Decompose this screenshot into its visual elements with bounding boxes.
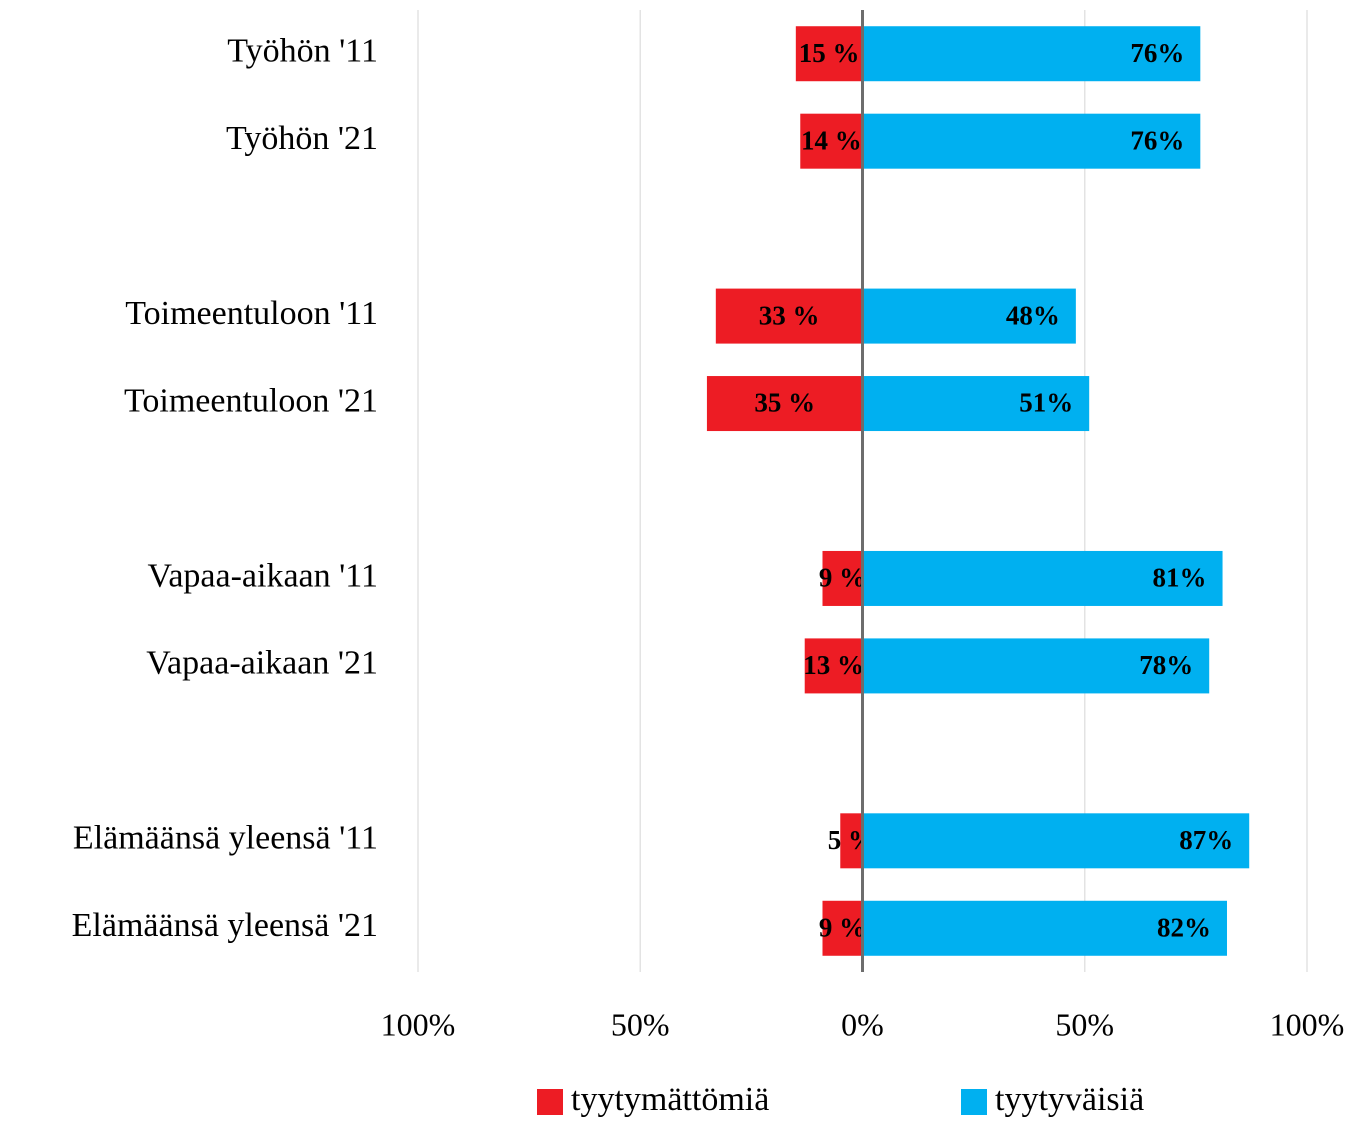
legend-label: tyytyväisiä (995, 1081, 1144, 1118)
category-label: Toimeentuloon '21 (124, 382, 378, 419)
category-label: Elämäänsä yleensä '21 (72, 907, 378, 944)
value-label: 15 % (799, 38, 860, 68)
value-label: 76% (1130, 125, 1184, 155)
bar (715, 288, 863, 344)
value-label: 9 % (819, 563, 866, 593)
x-tick-label: 0% (841, 1006, 884, 1042)
bar (822, 550, 863, 606)
value-label: 9 % (819, 912, 866, 942)
x-tick-label: 100% (1270, 1006, 1345, 1042)
bar (862, 376, 1090, 432)
bar (862, 288, 1076, 344)
value-label: 14 % (801, 125, 862, 155)
bar (862, 638, 1210, 694)
category-label: Työhön '11 (227, 33, 378, 70)
bar (862, 26, 1201, 82)
category-label: Työhön '21 (226, 120, 378, 157)
category-label: Vapaa-aikaan '11 (148, 557, 378, 594)
category-label: Toimeentuloon '11 (125, 295, 378, 332)
value-label: 76% (1130, 38, 1184, 68)
bar (822, 900, 863, 956)
x-tick-label: 50% (611, 1006, 670, 1042)
legend-swatch (537, 1089, 563, 1115)
legend-label: tyytymättömiä (571, 1081, 769, 1118)
value-label: 81% (1153, 563, 1207, 593)
value-label: 87% (1179, 825, 1233, 855)
value-label: 35 % (754, 388, 815, 418)
category-label: Elämäänsä yleensä '11 (73, 820, 378, 857)
legend-swatch (961, 1089, 987, 1115)
bar (795, 26, 863, 82)
bar (862, 813, 1250, 869)
x-tick-label: 100% (381, 1006, 456, 1042)
bar (706, 376, 863, 432)
value-label: 33 % (759, 300, 820, 330)
bar (840, 813, 863, 869)
x-tick-label: 50% (1055, 1006, 1114, 1042)
bar (862, 550, 1223, 606)
value-label: 82% (1157, 912, 1211, 942)
value-label: 13 % (803, 650, 864, 680)
bar (862, 900, 1227, 956)
bar (804, 638, 863, 694)
category-label: Vapaa-aikaan '21 (146, 645, 378, 682)
value-label: 78% (1139, 650, 1193, 680)
bar (800, 113, 863, 169)
value-label: 51% (1019, 388, 1073, 418)
value-label: 48% (1006, 300, 1060, 330)
bar (862, 113, 1201, 169)
